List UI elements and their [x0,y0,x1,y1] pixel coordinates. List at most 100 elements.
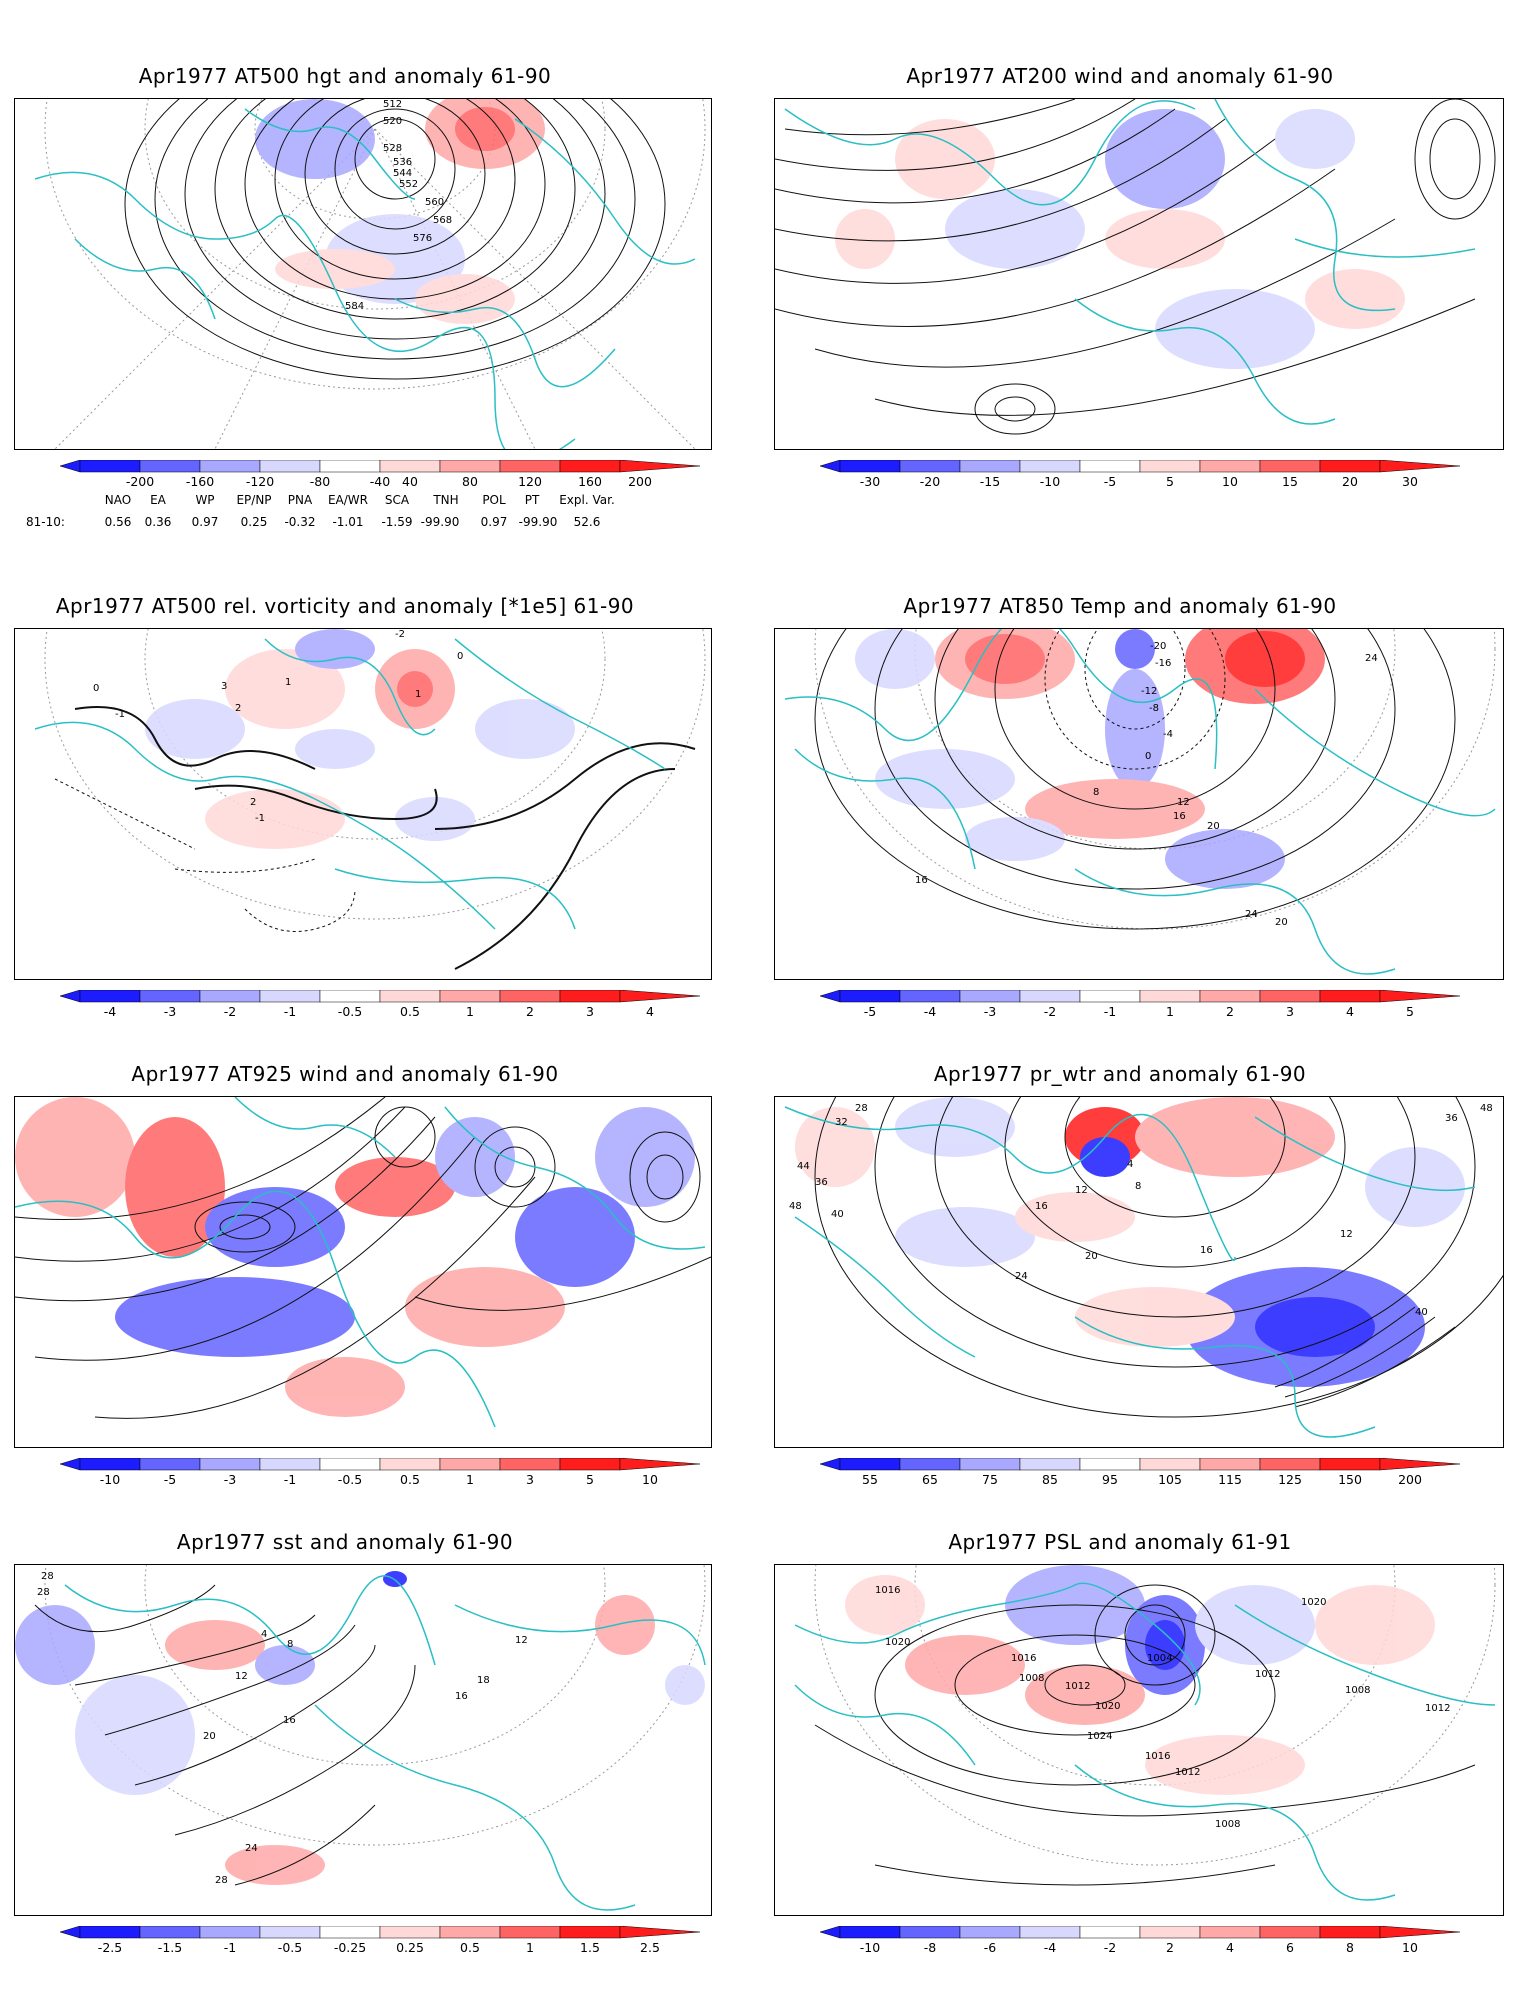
contour-label: 36 [815,1177,828,1188]
contour-label: 36 [1445,1113,1458,1124]
colorbar-tick: 15 [1282,474,1298,489]
colorbar-tick: 30 [1402,474,1418,489]
colorbar-tick: 1.5 [580,1940,600,1955]
tele-header: EA/WR [327,493,369,507]
contour-label: 28 [41,1571,54,1582]
colorbar-tick: -1 [283,1004,297,1019]
contour-label: 584 [345,301,364,312]
contour-label: 1020 [1095,1701,1120,1712]
tele-value: 0.56 [104,515,132,529]
colorbar-tick: -3 [163,1004,177,1019]
contour-label: 544 [393,168,412,179]
colorbar-tick: 4 [1346,1004,1354,1019]
contour-labels: 0 -1 1 2 3 -2 0 -1 2 1 [93,629,463,824]
contour-label: 1012 [1065,1681,1090,1692]
tele-header: PNA [287,493,313,507]
colorbar-hgt500: -200 -160 -120 -80 -40 40 80 120 160 200 [59,459,701,504]
tele-header: Expl. Var. [559,493,615,507]
contour-label: 8 [1093,787,1099,798]
contour-label: 18 [477,1675,490,1686]
colorbar-tick: 20 [1342,474,1358,489]
contour-label: 1016 [1011,1653,1036,1664]
tele-value-row: 81-10: 0.56 0.36 0.97 0.25 -0.32 -1.01 -… [0,515,720,531]
tele-value: -99.90 [518,515,558,529]
contour-label: 0 [457,651,463,662]
contour-label: 1012 [1425,1703,1450,1714]
colorbar-tick: 150 [1338,1472,1362,1487]
contour-label: 44 [797,1161,810,1172]
contour-label: 1020 [885,1637,910,1648]
contour-label: 16 [455,1691,468,1702]
colorbar-tick: 0.5 [400,1472,420,1487]
contour-label: 16 [915,875,928,886]
panel-title-prwtr: Apr1977 pr_wtr and anomaly 61-90 [933,1062,1307,1086]
tele-value: -0.32 [284,515,316,529]
contour-label: 1008 [1019,1673,1044,1684]
contour-label: 16 [1173,811,1186,822]
colorbar-tick: -2.5 [97,1940,123,1955]
colorbar-psl: -10 -8 -6 -4 -2 2 4 6 8 10 [819,1925,1461,1970]
contour-labels: 28 28 4 8 12 16 20 24 28 12 16 18 [37,1571,528,1886]
contour-label: 12 [515,1635,528,1646]
tele-header: SCA [384,493,410,507]
colorbar-tick: 1 [526,1940,534,1955]
contour-label: 568 [433,215,452,226]
contour-label: 24 [245,1843,258,1854]
colorbar-arrow-right [619,459,701,473]
colorbar-tick: -80 [309,474,331,489]
colorbar-tick: -0.5 [337,1472,363,1487]
sst-contours [34,1584,416,1886]
colorbar-tick: 10 [1402,1940,1418,1955]
panel-title-wind200: Apr1977 AT200 wind and anomaly 61-90 [906,64,1334,88]
contour-label: -4 [1163,729,1173,740]
contour-label: -16 [1155,658,1171,669]
colorbar-tick: -160 [185,474,215,489]
colorbar-tick: -3 [223,1472,237,1487]
contour-labels: 28 32 36 40 44 48 16 20 24 12 8 4 16 12 … [789,1103,1493,1318]
coastlines [64,1575,706,1911]
panel-title-vort500: Apr1977 AT500 rel. vorticity and anomaly… [55,594,635,618]
colorbar-tick: -0.25 [333,1940,367,1955]
colorbar-prwtr: 55 65 75 85 95 105 115 125 150 200 [819,1457,1461,1502]
colorbar-tick: -1 [283,1472,297,1487]
colorbar-tick: -2 [223,1004,237,1019]
colorbar-sst: -2.5 -1.5 -1 -0.5 -0.25 0.25 0.5 1 1.5 2… [59,1925,701,1970]
colorbar-tick: -2 [1103,1940,1117,1955]
colorbar-tick: 3 [586,1004,594,1019]
contour-label: 24 [1365,653,1378,664]
map-hgt500: 512 520 528 536 544 552 560 568 576 584 [14,98,712,450]
coastlines [784,629,1496,975]
contour-label: 1 [415,689,421,700]
colorbar-tick: -120 [245,474,275,489]
contour-label: 20 [1207,821,1220,832]
map-psl: 1016 1020 1016 1008 1012 1020 1024 1016 … [774,1564,1504,1916]
contour-label: 560 [425,197,444,208]
contour-labels: -20 -16 -12 -8 -4 0 8 12 16 20 24 16 24 … [915,641,1378,928]
colorbar-tick: -0.5 [337,1004,363,1019]
colorbar-tick: -0.5 [277,1940,303,1955]
colorbar-tick: -1.5 [157,1940,183,1955]
height-contours [124,99,666,380]
contour-label: 576 [413,233,432,244]
contour-label: 1004 [1147,1653,1172,1664]
colorbar-tick: -8 [923,1940,937,1955]
colorbar-tick: -5 [1103,474,1117,489]
colorbar-tick: 2.5 [640,1940,660,1955]
anomaly-shading [15,1097,695,1417]
tele-header: PT [524,493,540,507]
contour-label: 4 [261,1629,267,1640]
colorbar-tick: 65 [922,1472,938,1487]
map-vort500: 0 -1 1 2 3 -2 0 -1 2 1 [14,628,712,980]
vorticity-contours [54,706,696,970]
contour-label: 0 [1145,751,1151,762]
contour-label: 1008 [1215,1819,1240,1830]
contour-label: 520 [383,116,402,127]
colorbar-tick: -5 [163,1472,177,1487]
contour-label: 40 [831,1209,844,1220]
contour-label: 12 [1340,1229,1353,1240]
map-temp850: -20 -16 -12 -8 -4 0 8 12 16 20 24 16 24 … [774,628,1504,980]
contour-label: 8 [1135,1181,1141,1192]
contour-label: -8 [1149,703,1159,714]
lat-lon-grid [814,1565,1496,1866]
anomaly-shading [795,1097,1465,1387]
